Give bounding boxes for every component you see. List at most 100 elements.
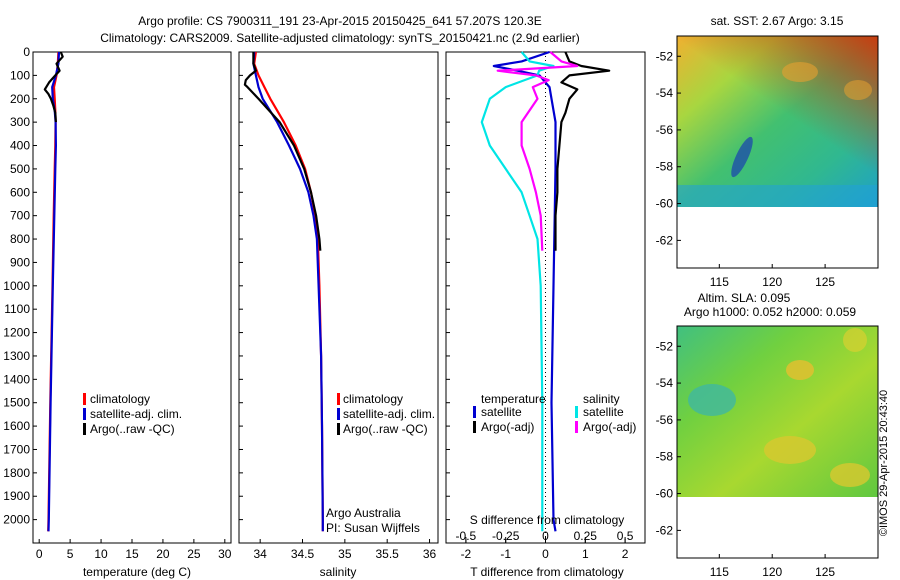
salinity-x-tick-label: 35.5 bbox=[376, 547, 400, 561]
sla-map-lat-tick-label: -60 bbox=[656, 487, 674, 501]
depth-tick-label: 400 bbox=[10, 139, 30, 153]
sst-map-frame bbox=[676, 35, 879, 269]
sst-map-lat-tick-label: -62 bbox=[656, 233, 674, 247]
sst-map-lat-tick-label: -56 bbox=[656, 123, 674, 137]
salinity-panel: 34 34.5 35 35.5 36 bbox=[239, 51, 437, 561]
difference-axis-label: T difference from climatology bbox=[470, 565, 624, 579]
temperature-legend-swatch-argo bbox=[83, 423, 86, 435]
difference-salinity-x-tick-label: 0.25 bbox=[574, 529, 598, 543]
difference-panel-frame bbox=[445, 51, 646, 544]
sla-map-lat-tick-label: -58 bbox=[656, 450, 674, 464]
temperature-axis-label: temperature (deg C) bbox=[83, 565, 191, 579]
difference-legend-header-salinity: salinity bbox=[583, 392, 620, 406]
sst-map-warm-corner bbox=[677, 36, 878, 207]
sla-map-no-data bbox=[677, 497, 878, 558]
depth-tick-label: 800 bbox=[10, 232, 30, 246]
salinity-legend-climatology: climatology bbox=[343, 392, 403, 406]
temperature-x-tick-label: 0 bbox=[36, 547, 43, 561]
sla-map-high-patch bbox=[843, 328, 867, 352]
figure-title-line1: Argo profile: CS 7900311_191 23-Apr-2015… bbox=[138, 14, 541, 28]
difference-series-argo-adj- bbox=[554, 51, 611, 251]
depth-tick-label: 1400 bbox=[3, 372, 30, 386]
temperature-panel-frame bbox=[32, 51, 232, 544]
difference-x-tick-label: 0 bbox=[542, 547, 549, 561]
depth-tick-label: 1700 bbox=[3, 442, 30, 456]
sla-map-lat-tick-label: -52 bbox=[656, 339, 674, 353]
sla-map-lon-tick-label: 115 bbox=[710, 565, 729, 579]
depth-tick-label: 1800 bbox=[3, 466, 30, 480]
depth-tick-label: 1500 bbox=[3, 396, 30, 410]
sla-map-lon-tick-label: 120 bbox=[762, 565, 782, 579]
sst-map-lat-tick-label: -54 bbox=[656, 86, 674, 100]
sst-map-orange-patch bbox=[782, 62, 818, 82]
temperature-legend-swatch-satellite bbox=[83, 408, 86, 420]
salinity-series-argo-raw-qc- bbox=[243, 52, 322, 251]
sla-map-axes: 115 120 125 -52 -54 -56 -58 -60 -62 bbox=[656, 339, 836, 579]
sla-map bbox=[677, 326, 878, 558]
salinity-legend-swatch-satellite bbox=[337, 408, 340, 420]
salinity-x-tick-label: 34 bbox=[253, 547, 267, 561]
depth-tick-label: 700 bbox=[10, 209, 30, 223]
sla-map-title-line2: Argo h1000: 0.052 h2000: 0.059 bbox=[684, 305, 856, 319]
temperature-x-tick-label: 25 bbox=[187, 547, 201, 561]
depth-tick-label: 2000 bbox=[3, 513, 30, 527]
depth-tick-label: 1200 bbox=[3, 326, 30, 340]
pi-annotation: PI: Susan Wijffels bbox=[326, 521, 420, 535]
sla-map-frame bbox=[676, 325, 879, 559]
sla-map-lon-tick-label: 125 bbox=[815, 565, 835, 579]
salinity-axis-label: salinity bbox=[320, 565, 357, 579]
temperature-legend-swatch-climatology bbox=[83, 393, 86, 405]
difference-legend-t-argo: Argo(-adj) bbox=[481, 420, 534, 434]
sst-map-orange-patch bbox=[844, 80, 872, 100]
difference-legend-s-satellite: satellite bbox=[583, 405, 624, 419]
salinity-legend-swatch-climatology bbox=[337, 393, 340, 405]
temperature-legend-satellite: satellite-adj. clim. bbox=[90, 407, 182, 421]
difference-legend-swatch-s-argo bbox=[575, 421, 578, 433]
depth-tick-label: 300 bbox=[10, 115, 30, 129]
temperature-x-tick-label: 30 bbox=[218, 547, 232, 561]
salinity-legend-argo: Argo(..raw -QC) bbox=[343, 422, 428, 436]
salinity-series-climatology bbox=[253, 51, 324, 532]
difference-series-argo-adj- bbox=[496, 51, 579, 251]
depth-tick-label: 500 bbox=[10, 162, 30, 176]
sla-map-low-patch bbox=[688, 384, 736, 416]
difference-legend-swatch-s-satellite bbox=[575, 406, 578, 418]
sla-map-lat-tick-label: -56 bbox=[656, 413, 674, 427]
salinity-legend: climatology satellite-adj. clim. Argo(..… bbox=[337, 392, 435, 436]
sst-map-title: sat. SST: 2.67 Argo: 3.15 bbox=[711, 14, 844, 28]
salinity-legend-satellite: satellite-adj. clim. bbox=[343, 407, 435, 421]
difference-series-satellite bbox=[480, 51, 555, 532]
depth-tick-label: 1300 bbox=[3, 349, 30, 363]
temperature-x-tick-label: 5 bbox=[67, 547, 74, 561]
difference-legend: temperature salinity satellite Argo(-adj… bbox=[473, 392, 636, 434]
sla-map-high-patch bbox=[764, 436, 816, 464]
salinity-x-tick-label: 35 bbox=[338, 547, 352, 561]
sla-map-lat-tick-label: -62 bbox=[656, 523, 674, 537]
temperature-x-tick-label: 15 bbox=[125, 547, 139, 561]
depth-tick-label: 100 bbox=[10, 68, 30, 82]
sst-map-lat-tick-label: -52 bbox=[656, 49, 674, 63]
difference-salinity-x-tick-label: 0.5 bbox=[617, 529, 634, 543]
difference-x-tick-label: 1 bbox=[582, 547, 589, 561]
sst-map-axes: 115 120 125 -52 -54 -56 -58 -60 -62 bbox=[656, 49, 836, 289]
difference-x-tick-label: -1 bbox=[500, 547, 511, 561]
temperature-legend-climatology: climatology bbox=[90, 392, 150, 406]
difference-salinity-x-tick-label: 0 bbox=[542, 529, 549, 543]
depth-tick-label: 600 bbox=[10, 185, 30, 199]
salinity-series-satellite-adj-clim- bbox=[252, 51, 324, 532]
salinity-legend-swatch-argo bbox=[337, 423, 340, 435]
temperature-legend-argo: Argo(..raw -QC) bbox=[90, 422, 175, 436]
difference-x-tick-label: -2 bbox=[461, 547, 472, 561]
temperature-series-argo-raw-qc- bbox=[43, 51, 64, 123]
difference-series-satellite bbox=[492, 50, 557, 532]
depth-tick-label: 200 bbox=[10, 92, 30, 106]
sla-map-title-line1: Altim. SLA: 0.095 bbox=[698, 291, 791, 305]
sst-map-no-data bbox=[677, 207, 878, 268]
sst-map-lon-tick-label: 115 bbox=[710, 275, 729, 289]
temperature-legend: climatology satellite-adj. clim. Argo(..… bbox=[83, 392, 182, 436]
difference-salinity-x-tick-label: -0.5 bbox=[456, 529, 477, 543]
temperature-x-tick-label: 10 bbox=[94, 547, 108, 561]
difference-legend-t-satellite: satellite bbox=[481, 405, 522, 419]
sst-map-blue-eddy bbox=[731, 136, 753, 178]
